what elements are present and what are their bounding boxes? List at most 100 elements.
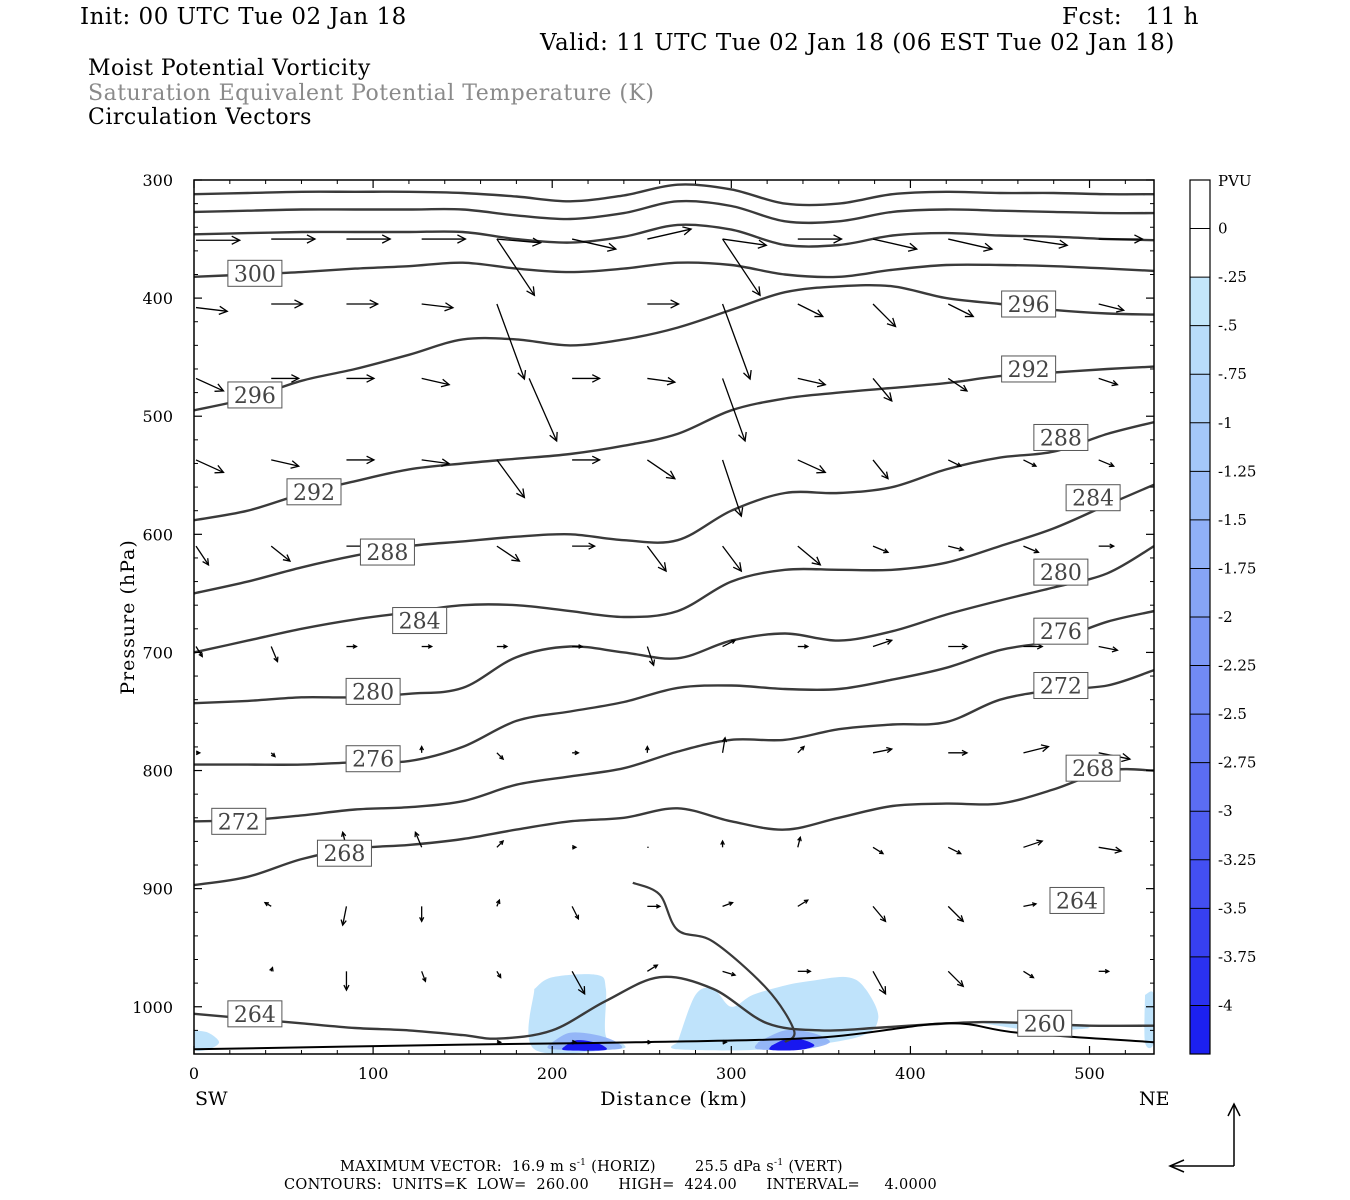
y-tick-label: 400 <box>142 289 173 308</box>
wind-vector <box>346 374 376 383</box>
wind-vector <box>1023 459 1038 467</box>
y-tick-label: 800 <box>142 762 173 781</box>
contour-labels: 300 296 292 288 284 280 276 272 268 264 296 292 288 2… <box>211 259 1121 1037</box>
wind-vector <box>872 746 894 754</box>
wind-vector <box>195 646 204 658</box>
colorbar-segment <box>1190 956 1210 1006</box>
colorbar-segment <box>1190 908 1210 958</box>
x-tick-label: 400 <box>895 1064 926 1083</box>
valid-time: Valid: 11 UTC Tue 02 Jan 18 (06 EST Tue … <box>540 30 1175 56</box>
wind-vector <box>263 901 272 907</box>
wind-vector <box>496 644 509 649</box>
wind-vector <box>571 906 580 921</box>
contour-label-288: 288 <box>1033 423 1089 451</box>
colorbar-segment <box>1190 714 1210 764</box>
wind-vector <box>271 374 301 383</box>
y-tick-label: 600 <box>142 525 173 544</box>
colorbar-label: -2.5 <box>1218 705 1247 723</box>
wind-vector <box>195 459 225 474</box>
wind-vector <box>646 459 677 480</box>
wind-vector <box>797 899 810 907</box>
colorbar-segment <box>1190 180 1210 230</box>
wind-vector <box>414 830 423 848</box>
wind-vector <box>1098 846 1123 854</box>
contour-label-264: 264 <box>227 1000 283 1028</box>
wind-vector <box>270 752 276 758</box>
wind-vector <box>1023 902 1038 908</box>
colorbar-label: -3.25 <box>1218 851 1256 869</box>
contour-label-276: 276 <box>345 745 401 773</box>
wind-vector <box>797 234 843 244</box>
wind-vector <box>797 459 827 474</box>
wind-vector <box>195 545 210 567</box>
colorbar-segment <box>1190 859 1210 909</box>
x-tick-label: 100 <box>358 1064 389 1083</box>
wind-vector <box>496 970 502 979</box>
contour-label-284: 284 <box>1065 484 1121 512</box>
colorbar-segment <box>1190 374 1210 424</box>
svg-text:284: 284 <box>399 610 441 635</box>
contour-280 <box>194 545 1154 705</box>
wind-vector <box>872 459 889 480</box>
contour-264 <box>194 975 1154 1040</box>
colorbar-label: -2 <box>1218 608 1233 626</box>
svg-text:284: 284 <box>1072 487 1114 512</box>
contour-292 <box>194 365 1154 522</box>
wind-vector <box>646 646 656 667</box>
colorbar-label: -.25 <box>1218 268 1247 286</box>
x-tick-label: 500 <box>1074 1064 1105 1083</box>
wind-vector <box>947 459 963 467</box>
wind-vector <box>647 1039 653 1045</box>
svg-text:272: 272 <box>218 810 260 835</box>
wind-vector <box>572 644 584 649</box>
wind-vector <box>572 542 597 550</box>
wind-vector <box>271 459 301 469</box>
colorbar-label: -1.5 <box>1218 511 1247 529</box>
wind-vector <box>496 459 526 499</box>
wind-vector <box>722 1039 728 1045</box>
x-tick-label: 200 <box>537 1064 568 1083</box>
colorbar-label: -1.75 <box>1218 559 1256 577</box>
colorbar-segment <box>1190 422 1210 472</box>
wind-vector <box>872 238 919 252</box>
svg-text:296: 296 <box>234 384 276 409</box>
wind-vector <box>721 736 728 753</box>
svg-text:288: 288 <box>366 541 408 566</box>
wind-vector <box>872 378 893 403</box>
wind-vector <box>496 1039 503 1045</box>
contour-label-264: 264 <box>1049 886 1105 914</box>
wind-vector <box>421 458 451 468</box>
wind-vector <box>421 377 451 388</box>
wind-vector <box>721 459 744 518</box>
contour-276 <box>194 609 1154 766</box>
colorbar-label: -.75 <box>1218 365 1247 383</box>
wind-vector <box>1023 643 1044 650</box>
wind-vector <box>947 905 965 923</box>
colorbar-segment <box>1190 519 1210 569</box>
contour-296 <box>194 283 1154 412</box>
wind-vector <box>948 238 994 252</box>
colorbar-segment <box>1190 1005 1210 1055</box>
colorbar-segment <box>1190 811 1210 861</box>
wind-vector <box>647 903 662 909</box>
wind-vector <box>797 303 825 318</box>
contours-text: CONTOURS: UNITS=K LOW= 260.00 HIGH= 424.… <box>284 1177 938 1193</box>
contour-304 <box>194 223 1154 248</box>
wind-vector <box>872 303 897 328</box>
colorbar-label: -3.75 <box>1218 948 1256 966</box>
wind-vector <box>647 299 681 309</box>
svg-text:264: 264 <box>234 1003 276 1028</box>
wind-vector <box>947 303 975 318</box>
wind-vector <box>269 966 274 972</box>
contour-label-280: 280 <box>345 677 401 705</box>
wind-vector <box>419 745 425 753</box>
y-tick-label: 900 <box>142 880 173 899</box>
wind-vector <box>948 749 969 756</box>
wind-vector <box>722 901 734 907</box>
field-title-thetae: Saturation Equivalent Potential Temperat… <box>88 81 655 106</box>
wind-vector <box>1098 234 1144 244</box>
colorbar-label: -4 <box>1218 996 1233 1014</box>
wind-vector <box>572 1039 578 1045</box>
wind-vector <box>346 644 358 649</box>
ne-label: NE <box>1139 1088 1170 1110</box>
